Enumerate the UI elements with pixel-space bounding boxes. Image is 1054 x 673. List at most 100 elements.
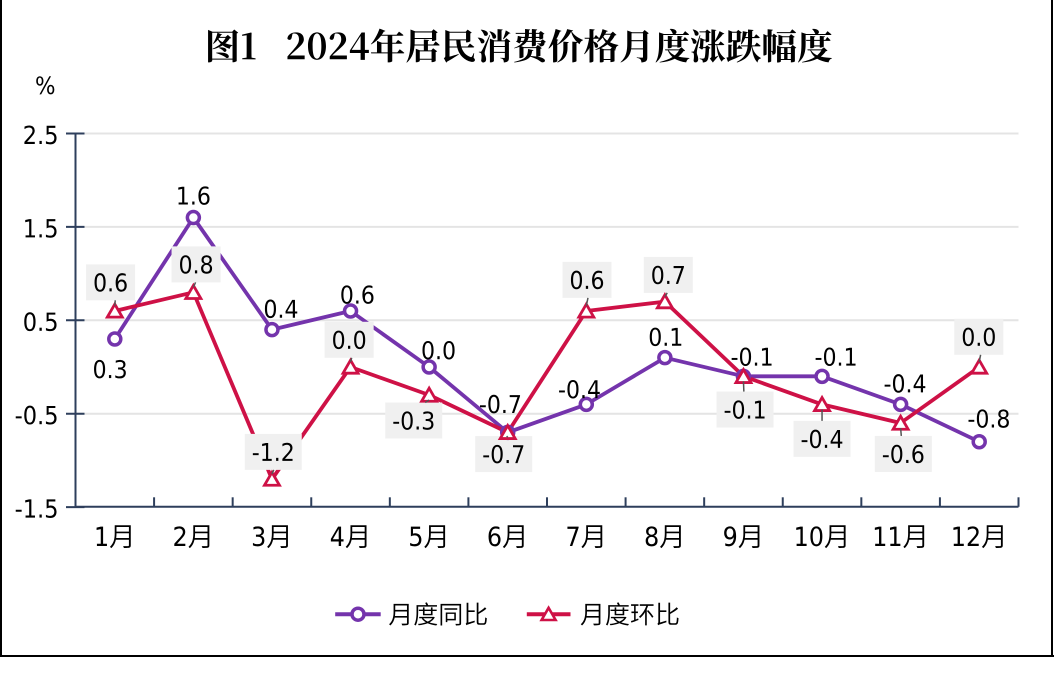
series-markers-huanbi: [104, 282, 990, 487]
marker-triangle: [262, 469, 282, 487]
x-tick-label: [645, 525, 681, 549]
data-label-huanbi: [570, 270, 604, 290]
x-tick-label: [953, 525, 1003, 549]
data-label-box: [385, 402, 443, 439]
leader-line: [349, 357, 353, 363]
marker-circle: [421, 359, 437, 375]
chart-title-text: [208, 28, 832, 63]
data-label-huanbi: [252, 442, 293, 461]
x-tick-label: [96, 525, 131, 549]
x-tick-label: [410, 525, 446, 549]
marker-circle: [107, 331, 123, 347]
data-label-box: [716, 391, 774, 428]
legend-marker-circle: [350, 606, 366, 622]
data-label-huanbi: [724, 400, 765, 419]
y-axis-labels: [15, 125, 57, 518]
marker-triangle: [183, 282, 204, 300]
leader-line: [664, 292, 668, 298]
data-label-box: [793, 420, 851, 457]
marker-circle: [814, 368, 830, 385]
legend-entry-huanbi: [526, 602, 679, 626]
data-label-huanbi: [180, 255, 213, 274]
leader-line: [424, 399, 430, 404]
marker-circle: [185, 209, 202, 226]
data-label-tongbi: [649, 327, 682, 347]
data-label-huanbi: [483, 444, 524, 464]
axes: [66, 132, 1020, 509]
marker-triangle: [104, 301, 125, 319]
data-label-tongbi: [731, 347, 772, 366]
data-label-box: [244, 433, 302, 470]
data-label-box: [475, 436, 533, 473]
data-label-huanbi: [652, 265, 684, 285]
data-label-tongbi: [178, 186, 210, 205]
marker-triangle: [812, 394, 832, 412]
data-label-tongbi: [479, 394, 521, 414]
data-label-tongbi: [264, 299, 298, 319]
data-label-box: [324, 321, 374, 358]
x-tick-label: [330, 525, 367, 549]
marker-triangle: [576, 301, 597, 319]
marker-circle: [264, 321, 280, 338]
data-label-box: [171, 246, 221, 283]
leader-line: [506, 435, 509, 438]
marker-circle: [657, 349, 673, 366]
data-label-tongbi: [968, 409, 1009, 428]
marker-triangle: [419, 385, 440, 403]
x-tick-label: [567, 525, 603, 549]
data-label-box: [874, 435, 932, 472]
data-label-huanbi: [94, 273, 127, 292]
leader-line: [585, 297, 589, 307]
x-tick-label: [488, 525, 524, 549]
legend-label-tongbi: [389, 602, 487, 626]
x-tick-label: [874, 525, 925, 549]
leader-line: [978, 354, 982, 363]
x-tick-label: [174, 525, 210, 549]
y-tick-label: [25, 219, 57, 238]
data-label-tongbi: [815, 347, 856, 366]
data-label-tongbi: [341, 285, 374, 304]
marker-triangle: [497, 422, 518, 440]
leader-line: [271, 469, 275, 475]
data-labels: [94, 186, 1009, 464]
legend-marker-triangle: [539, 605, 558, 622]
marker-triangle: [340, 357, 361, 375]
page-frame: [0, 0, 1054, 657]
marker-circle: [892, 396, 909, 413]
leader-line: [192, 282, 197, 288]
data-label-huanbi: [333, 330, 366, 350]
data-label-huanbi: [393, 411, 434, 430]
marker-triangle: [654, 292, 675, 310]
x-tick-label: [796, 525, 846, 549]
x-tick-label: [724, 525, 760, 549]
data-label-tongbi: [884, 374, 926, 393]
data-label-huanbi: [962, 327, 995, 347]
data-label-tongbi: [559, 379, 600, 399]
data-label-box: [954, 318, 1004, 355]
data-label-tongbi: [422, 341, 455, 360]
marker-triangle: [969, 357, 990, 375]
marker-circle: [342, 303, 359, 319]
data-label-box: [643, 256, 693, 293]
data-label-huanbi: [801, 429, 843, 449]
frame-bottom-border: [0, 655, 1054, 657]
x-tick-label: [252, 525, 288, 549]
data-label-box: [562, 261, 612, 298]
x-axis-labels: [96, 525, 1003, 549]
data-label-boxes: [86, 246, 1004, 473]
legend-entry-tongbi: [335, 602, 487, 626]
frame-right-border: [1051, 0, 1053, 657]
data-label-box: [86, 264, 136, 301]
series-line-tongbi: [112, 215, 982, 444]
leader-lines: [114, 282, 982, 475]
y-axis-unit-label: [36, 76, 55, 95]
legend-label-huanbi: [580, 602, 679, 626]
frame-left-border: [0, 0, 2, 657]
y-tick-label: [24, 125, 57, 145]
chart-legend: [335, 602, 679, 626]
leader-line: [899, 427, 903, 437]
y-tick-label: [15, 405, 57, 425]
data-label-tongbi: [94, 359, 126, 379]
y-tick-label: [24, 312, 57, 332]
